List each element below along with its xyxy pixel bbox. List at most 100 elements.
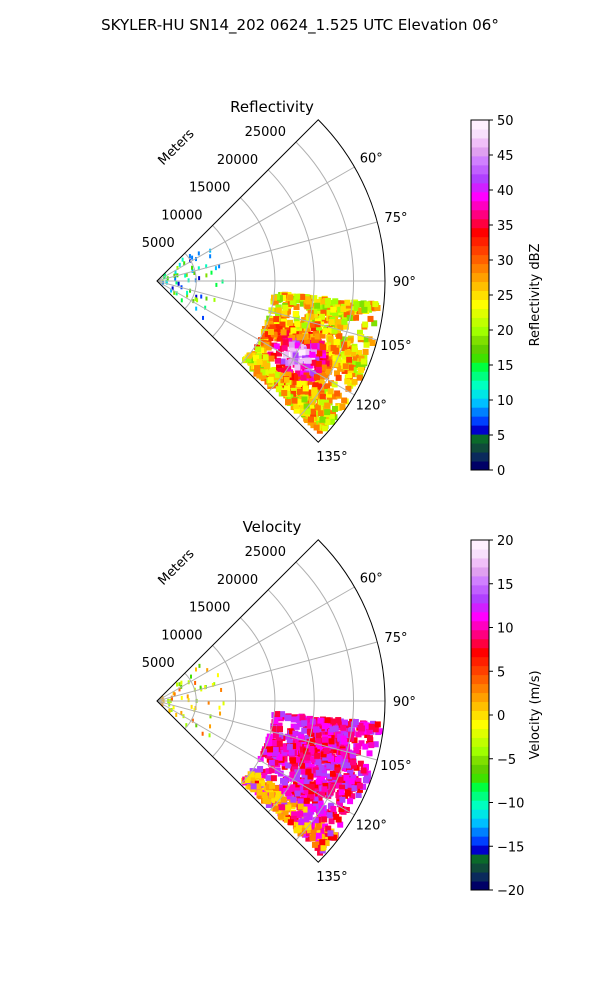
colorbar-segment xyxy=(471,425,489,435)
colorbar-segment xyxy=(471,452,489,462)
radial-axis-label: Meters xyxy=(156,546,198,588)
colorbar-segment xyxy=(471,461,489,471)
colorbar-segment xyxy=(471,836,489,846)
colorbar-segment xyxy=(471,317,489,327)
colorbar-segment xyxy=(471,245,489,256)
colorbar-segment xyxy=(471,353,489,363)
colorbar-segment xyxy=(471,227,489,238)
colorbar-segment xyxy=(471,665,489,676)
colorbar-segment xyxy=(471,128,489,139)
colorbar-segment xyxy=(471,146,489,157)
colorbar-segment xyxy=(471,164,489,175)
colorbar-segment xyxy=(471,407,489,417)
theta-tick-label: 120° xyxy=(356,399,387,414)
colorbar-segment xyxy=(471,773,489,783)
colorbar-segment xyxy=(471,263,489,274)
colorbar-segment xyxy=(471,674,489,685)
colorbar: 0 5 10 15 20 25 30 35 40 45 50 Reflectivity dBZ xyxy=(470,114,543,479)
echo-field xyxy=(159,663,383,856)
colorbar-segment xyxy=(471,827,489,837)
colorbar-segment xyxy=(471,863,489,873)
colorbar-segment xyxy=(471,209,489,220)
radial-axis-label: Meters xyxy=(156,126,198,168)
colorbar-tick-label: 0 xyxy=(497,464,505,479)
angular-gridline xyxy=(156,586,355,702)
colorbar-segment xyxy=(471,182,489,193)
colorbar-segment xyxy=(471,218,489,229)
colorbar-tick-label: −15 xyxy=(497,840,524,855)
colorbar-segment xyxy=(471,443,489,453)
colorbar-segment xyxy=(471,872,489,882)
colorbar-segment xyxy=(471,683,489,694)
colorbar-segment xyxy=(471,120,489,130)
radial-tick-label: 25000 xyxy=(245,545,286,560)
angular-gridline xyxy=(156,700,355,816)
theta-tick-label: 135° xyxy=(316,870,347,885)
colorbar-segment xyxy=(471,602,489,613)
colorbar-segment xyxy=(471,629,489,640)
theta-tick-label: 135° xyxy=(316,450,347,465)
colorbar-segment xyxy=(471,782,489,792)
colorbar-tick-label: 45 xyxy=(497,149,514,164)
angular-gridline xyxy=(156,700,378,761)
colorbar-tick-label: 50 xyxy=(497,114,514,129)
colorbar-segment xyxy=(471,548,489,559)
colorbar-segment xyxy=(471,566,489,577)
colorbar-segment xyxy=(471,710,489,720)
colorbar-segment xyxy=(471,200,489,211)
colorbar-segment xyxy=(471,764,489,774)
colorbar-segment xyxy=(471,809,489,819)
colorbar-segment xyxy=(471,737,489,747)
theta-tick-label: 60° xyxy=(360,571,383,586)
colorbar-segment xyxy=(471,389,489,399)
colorbar-segment xyxy=(471,254,489,265)
angular-gridline xyxy=(156,221,378,282)
theta-tick-label: 75° xyxy=(384,631,407,646)
colorbar-segment xyxy=(471,791,489,801)
colorbar-label: Velocity (m/s) xyxy=(528,670,543,759)
angular-gridline xyxy=(156,280,355,396)
angular-gridline xyxy=(156,280,378,341)
radial-tick-label: 15000 xyxy=(189,601,230,616)
colorbar-tick-label: 25 xyxy=(497,289,514,304)
colorbar-segment xyxy=(471,155,489,166)
colorbar-segment xyxy=(471,272,489,283)
polar-panel-reflectivity: Reflectivity 5000 10000 15000 20000 25000 Mete… xyxy=(142,98,543,479)
theta-tick-label: 90° xyxy=(393,275,416,290)
radial-tick-label: 10000 xyxy=(161,208,202,223)
angular-gridline xyxy=(156,641,378,702)
colorbar-segment xyxy=(471,281,489,292)
polar-panel-velocity: Velocity 5000 10000 15000 20000 25000 Meters 60… xyxy=(142,518,543,899)
colorbar-segment xyxy=(471,584,489,595)
colorbar-tick-label: 5 xyxy=(497,429,505,444)
colorbar-segment xyxy=(471,326,489,336)
colorbar-segment xyxy=(471,575,489,586)
colorbar-segment xyxy=(471,173,489,184)
colorbar-tick-label: 15 xyxy=(497,359,514,374)
radial-tick-label: 25000 xyxy=(245,125,286,140)
colorbar-segment xyxy=(471,335,489,345)
theta-tick-label: 105° xyxy=(380,339,411,354)
colorbar-tick-label: −10 xyxy=(497,797,524,812)
radial-tick-label: 20000 xyxy=(217,153,258,168)
colorbar-segment xyxy=(471,728,489,738)
colorbar-segment xyxy=(471,755,489,765)
radial-tick-label: 10000 xyxy=(161,628,202,643)
colorbar-segment xyxy=(471,881,489,891)
colorbar-segment xyxy=(471,611,489,622)
colorbar-segment xyxy=(471,854,489,864)
colorbar-tick-label: 5 xyxy=(497,665,505,680)
polar-frame xyxy=(156,119,386,443)
colorbar-segment xyxy=(471,540,489,550)
colorbar-segment xyxy=(471,344,489,354)
colorbar-tick-label: 20 xyxy=(497,534,514,549)
colorbar-segment xyxy=(471,308,489,318)
colorbar-segment xyxy=(471,746,489,756)
colorbar-tick-label: 30 xyxy=(497,254,514,269)
angular-gridline xyxy=(156,166,355,282)
colorbar-segment xyxy=(471,191,489,202)
colorbar-tick-label: −20 xyxy=(497,884,524,899)
colorbar-segment xyxy=(471,398,489,408)
radial-tick-label: 5000 xyxy=(142,656,175,671)
